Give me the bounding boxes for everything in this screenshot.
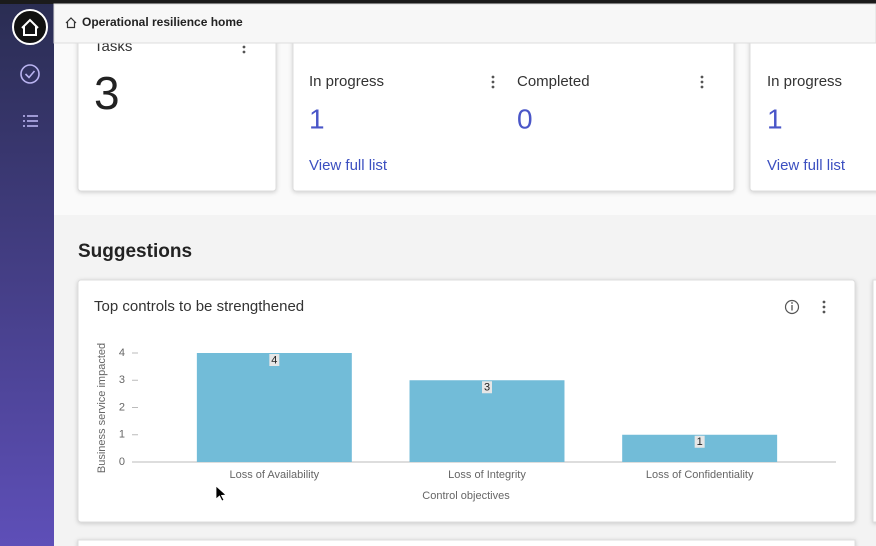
value-label-bg [694,435,705,448]
status-count: 1 [309,103,325,134]
header-bar [53,3,876,44]
mouse-cursor [215,485,227,502]
x-tick-label: Loss of Availability [229,469,319,481]
value-label: 4 [271,354,277,366]
info-icon [791,302,793,304]
status-count: 0 [517,103,533,134]
y-axis-label: Business service impacted [96,343,108,473]
breadcrumb-icon [65,17,77,29]
x-tick-label: Loss of Integrity [448,469,526,481]
sidebar [0,0,54,546]
tasks-nav[interactable] [20,64,40,84]
value-label-bg [269,354,280,366]
kebab-menu[interactable] [822,300,826,314]
y-tick-label: 0 [119,456,125,468]
kebab-menu[interactable] [491,75,495,89]
y-tick-label: 1 [119,429,125,441]
status-label: In progress [767,73,842,90]
chart-title: Top controls to be strengthened [94,298,304,315]
value-label-bg [482,381,492,394]
x-axis-label: Control objectives [422,490,510,502]
top-edge [0,0,876,4]
home-icon [21,18,39,36]
section-title: Suggestions [78,241,192,262]
bar [409,380,565,462]
view-list-link[interactable]: View full list [767,157,846,174]
status-label: In progress [309,73,384,90]
tile-value: 3 [94,67,120,119]
check-icon [24,70,36,79]
list-nav[interactable] [23,115,38,127]
value-label: 3 [484,382,490,394]
view-list-link[interactable]: View full list [309,157,388,174]
next-card [77,539,856,546]
y-tick-label: 3 [119,374,125,386]
home-button[interactable] [12,9,48,45]
next-card [872,279,876,523]
status-count: 1 [767,103,783,134]
y-tick-label: 4 [119,347,125,359]
bar [196,353,352,462]
info-button[interactable] [784,299,800,315]
breadcrumb[interactable]: Operational resilience home [82,15,243,29]
y-tick-label: 2 [119,401,125,413]
value-label: 1 [697,436,703,448]
status-label: Completed [517,73,590,90]
kebab-menu[interactable] [700,75,704,89]
x-tick-label: Loss of Confidentiality [646,469,754,481]
